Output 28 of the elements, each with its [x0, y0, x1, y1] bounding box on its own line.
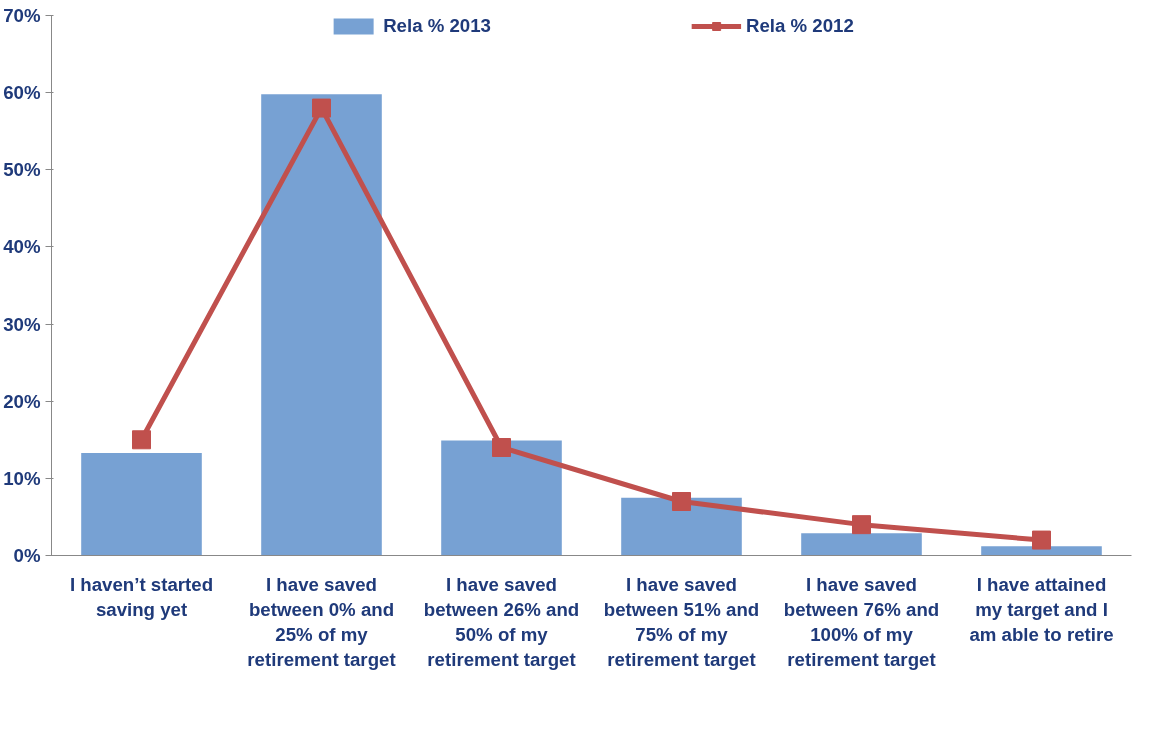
bar	[621, 497, 742, 556]
y-tick-label: 50%	[3, 159, 41, 181]
x-tick-label: I have saved between 26% and 50% of my retirement target	[423, 573, 580, 671]
bar	[81, 452, 202, 556]
y-tick-label: 70%	[3, 5, 41, 26]
point	[312, 98, 331, 118]
bar	[441, 440, 562, 556]
x-tick-label: I have saved between 76% and 100% of my retirement target	[783, 573, 940, 671]
x-tick-label: I haven’t started saving yet	[69, 573, 214, 620]
y-tick-label: 40%	[3, 236, 41, 258]
legend-label: Rela % 2012	[746, 15, 854, 37]
legend-label: Rela % 2013	[383, 15, 491, 37]
point	[852, 515, 871, 535]
y-tick-label: 0%	[13, 545, 41, 566]
y-tick-label: 60%	[3, 82, 41, 104]
y-tick-label: 30%	[3, 313, 41, 335]
point	[132, 430, 151, 450]
x-tick-label: I have attained my target and I am able to retire	[969, 573, 1114, 645]
bar	[261, 94, 382, 556]
x-tick-label: I have saved between 51% and 75% of my retirement target	[603, 573, 760, 671]
point	[1032, 530, 1051, 550]
bar	[801, 533, 922, 556]
point	[492, 438, 511, 457]
y-tick-label: 20%	[3, 390, 41, 412]
point	[672, 492, 691, 511]
y-tick-label: 10%	[3, 467, 41, 489]
bar	[981, 546, 1102, 556]
x-tick-label: I have saved between 0% and 25% of my retirement target	[247, 573, 396, 671]
